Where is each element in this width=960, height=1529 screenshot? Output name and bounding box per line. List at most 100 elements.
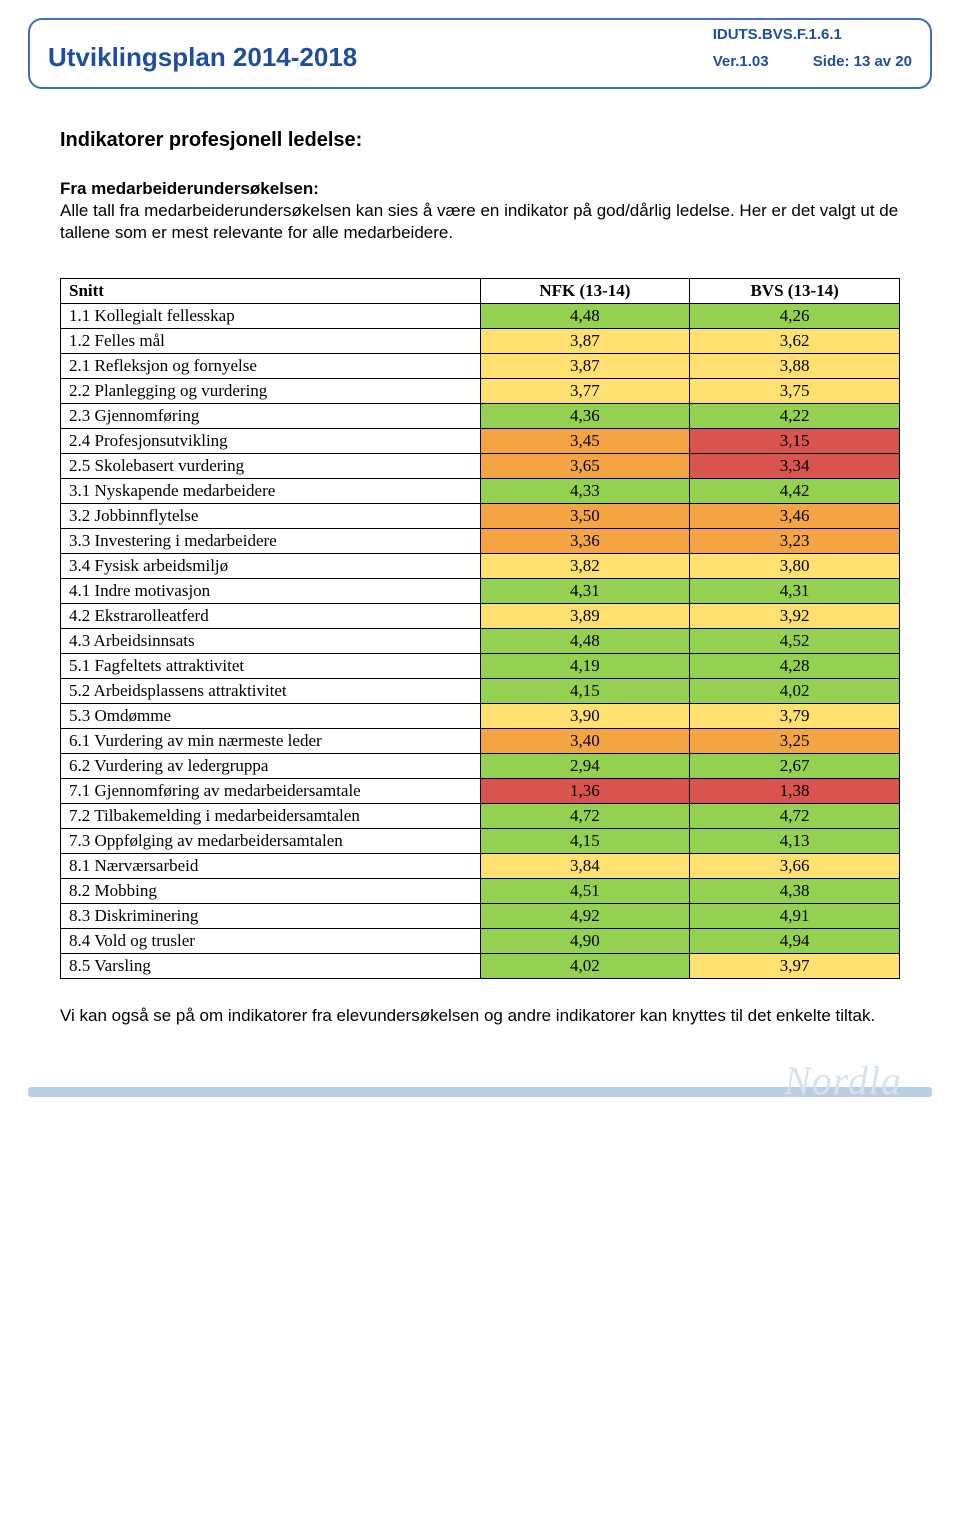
row-value-nfk: 4,33 bbox=[480, 479, 690, 504]
row-value-nfk: 3,89 bbox=[480, 604, 690, 629]
row-value-bvs: 3,66 bbox=[690, 854, 900, 879]
table-header-nfk: NFK (13-14) bbox=[480, 279, 690, 304]
row-label: 7.1 Gjennomføring av medarbeidersamtale bbox=[61, 779, 481, 804]
table-row: 7.2 Tilbakemelding i medarbeidersamtalen… bbox=[61, 804, 900, 829]
table-header-snitt: Snitt bbox=[61, 279, 481, 304]
row-value-bvs: 4,72 bbox=[690, 804, 900, 829]
table-row: 3.2 Jobbinnflytelse3,503,46 bbox=[61, 504, 900, 529]
row-label: 2.4 Profesjonsutvikling bbox=[61, 429, 481, 454]
row-value-nfk: 3,87 bbox=[480, 329, 690, 354]
row-label: 3.4 Fysisk arbeidsmiljø bbox=[61, 554, 481, 579]
table-row: 4.1 Indre motivasjon4,314,31 bbox=[61, 579, 900, 604]
row-value-bvs: 4,26 bbox=[690, 304, 900, 329]
doc-title: Utviklingsplan 2014-2018 bbox=[48, 24, 357, 73]
row-value-nfk: 3,84 bbox=[480, 854, 690, 879]
row-label: 5.2 Arbeidsplassens attraktivitet bbox=[61, 679, 481, 704]
row-label: 8.2 Mobbing bbox=[61, 879, 481, 904]
row-value-nfk: 4,15 bbox=[480, 829, 690, 854]
row-value-bvs: 4,91 bbox=[690, 904, 900, 929]
row-label: 3.1 Nyskapende medarbeidere bbox=[61, 479, 481, 504]
row-value-nfk: 4,19 bbox=[480, 654, 690, 679]
table-row: 2.5 Skolebasert vurdering3,653,34 bbox=[61, 454, 900, 479]
table-row: 1.2 Felles mål3,873,62 bbox=[61, 329, 900, 354]
doc-version-side: Ver.1.03 Side: 13 av 20 bbox=[713, 53, 912, 70]
row-value-nfk: 4,31 bbox=[480, 579, 690, 604]
row-label: 2.2 Planlegging og vurdering bbox=[61, 379, 481, 404]
indicator-table: Snitt NFK (13-14) BVS (13-14) 1.1 Kolleg… bbox=[60, 278, 900, 979]
row-label: 4.1 Indre motivasjon bbox=[61, 579, 481, 604]
row-value-nfk: 4,92 bbox=[480, 904, 690, 929]
row-value-bvs: 3,15 bbox=[690, 429, 900, 454]
table-row: 2.3 Gjennomføring4,364,22 bbox=[61, 404, 900, 429]
row-label: 5.3 Omdømme bbox=[61, 704, 481, 729]
doc-meta: IDUTS.BVS.F.1.6.1 Ver.1.03 Side: 13 av 2… bbox=[713, 26, 912, 70]
table-row: 3.1 Nyskapende medarbeidere4,334,42 bbox=[61, 479, 900, 504]
table-row: 8.4 Vold og trusler4,904,94 bbox=[61, 929, 900, 954]
row-label: 7.3 Oppfølging av medarbeidersamtalen bbox=[61, 829, 481, 854]
doc-version: Ver.1.03 bbox=[713, 53, 769, 70]
table-header-bvs: BVS (13-14) bbox=[690, 279, 900, 304]
table-row: 5.1 Fagfeltets attraktivitet4,194,28 bbox=[61, 654, 900, 679]
row-label: 6.2 Vurdering av ledergruppa bbox=[61, 754, 481, 779]
row-value-bvs: 3,62 bbox=[690, 329, 900, 354]
table-row: 2.2 Planlegging og vurdering3,773,75 bbox=[61, 379, 900, 404]
row-value-bvs: 4,28 bbox=[690, 654, 900, 679]
row-label: 4.2 Ekstrarolleatferd bbox=[61, 604, 481, 629]
table-row: 4.2 Ekstrarolleatferd3,893,92 bbox=[61, 604, 900, 629]
table-row: 5.2 Arbeidsplassens attraktivitet4,154,0… bbox=[61, 679, 900, 704]
intro-bold: Fra medarbeiderundersøkelsen: bbox=[60, 179, 319, 198]
row-value-bvs: 4,38 bbox=[690, 879, 900, 904]
row-label: 2.1 Refleksjon og fornyelse bbox=[61, 354, 481, 379]
row-value-bvs: 3,46 bbox=[690, 504, 900, 529]
page-footer: Nordla bbox=[28, 1087, 932, 1097]
row-value-bvs: 1,38 bbox=[690, 779, 900, 804]
row-value-bvs: 4,13 bbox=[690, 829, 900, 854]
table-row: 4.3 Arbeidsinnsats4,484,52 bbox=[61, 629, 900, 654]
row-label: 8.3 Diskriminering bbox=[61, 904, 481, 929]
row-label: 3.2 Jobbinnflytelse bbox=[61, 504, 481, 529]
row-value-bvs: 3,75 bbox=[690, 379, 900, 404]
table-row: 8.2 Mobbing4,514,38 bbox=[61, 879, 900, 904]
row-label: 8.1 Nærværsarbeid bbox=[61, 854, 481, 879]
row-value-nfk: 4,36 bbox=[480, 404, 690, 429]
section-heading: Indikatorer profesjonell ledelse: bbox=[60, 129, 900, 152]
row-value-nfk: 3,87 bbox=[480, 354, 690, 379]
table-row: 2.1 Refleksjon og fornyelse3,873,88 bbox=[61, 354, 900, 379]
table-row: 8.3 Diskriminering4,924,91 bbox=[61, 904, 900, 929]
row-value-nfk: 3,77 bbox=[480, 379, 690, 404]
table-row: 2.4 Profesjonsutvikling3,453,15 bbox=[61, 429, 900, 454]
row-value-bvs: 4,94 bbox=[690, 929, 900, 954]
document-header: Utviklingsplan 2014-2018 IDUTS.BVS.F.1.6… bbox=[28, 18, 932, 89]
row-label: 2.3 Gjennomføring bbox=[61, 404, 481, 429]
row-value-bvs: 4,42 bbox=[690, 479, 900, 504]
row-value-nfk: 4,48 bbox=[480, 629, 690, 654]
table-row: 6.2 Vurdering av ledergruppa2,942,67 bbox=[61, 754, 900, 779]
row-value-nfk: 3,90 bbox=[480, 704, 690, 729]
row-value-nfk: 2,94 bbox=[480, 754, 690, 779]
row-value-bvs: 3,23 bbox=[690, 529, 900, 554]
row-value-bvs: 4,22 bbox=[690, 404, 900, 429]
row-label: 2.5 Skolebasert vurdering bbox=[61, 454, 481, 479]
row-value-nfk: 3,45 bbox=[480, 429, 690, 454]
footer-logo: Nordla bbox=[784, 1057, 902, 1104]
row-label: 1.2 Felles mål bbox=[61, 329, 481, 354]
row-value-bvs: 4,31 bbox=[690, 579, 900, 604]
row-value-nfk: 3,36 bbox=[480, 529, 690, 554]
row-value-nfk: 4,48 bbox=[480, 304, 690, 329]
row-value-bvs: 3,79 bbox=[690, 704, 900, 729]
row-value-bvs: 3,25 bbox=[690, 729, 900, 754]
row-value-nfk: 1,36 bbox=[480, 779, 690, 804]
table-header-row: Snitt NFK (13-14) BVS (13-14) bbox=[61, 279, 900, 304]
doc-side: Side: 13 av 20 bbox=[813, 53, 912, 70]
row-value-bvs: 2,67 bbox=[690, 754, 900, 779]
row-value-nfk: 4,15 bbox=[480, 679, 690, 704]
table-row: 3.4 Fysisk arbeidsmiljø3,823,80 bbox=[61, 554, 900, 579]
row-label: 1.1 Kollegialt fellesskap bbox=[61, 304, 481, 329]
document-content: Indikatorer profesjonell ledelse: Fra me… bbox=[0, 89, 960, 1027]
row-value-nfk: 3,82 bbox=[480, 554, 690, 579]
row-label: 8.4 Vold og trusler bbox=[61, 929, 481, 954]
row-value-nfk: 4,90 bbox=[480, 929, 690, 954]
row-label: 7.2 Tilbakemelding i medarbeidersamtalen bbox=[61, 804, 481, 829]
row-label: 5.1 Fagfeltets attraktivitet bbox=[61, 654, 481, 679]
footer-paragraph: Vi kan også se på om indikatorer fra ele… bbox=[60, 1005, 900, 1027]
